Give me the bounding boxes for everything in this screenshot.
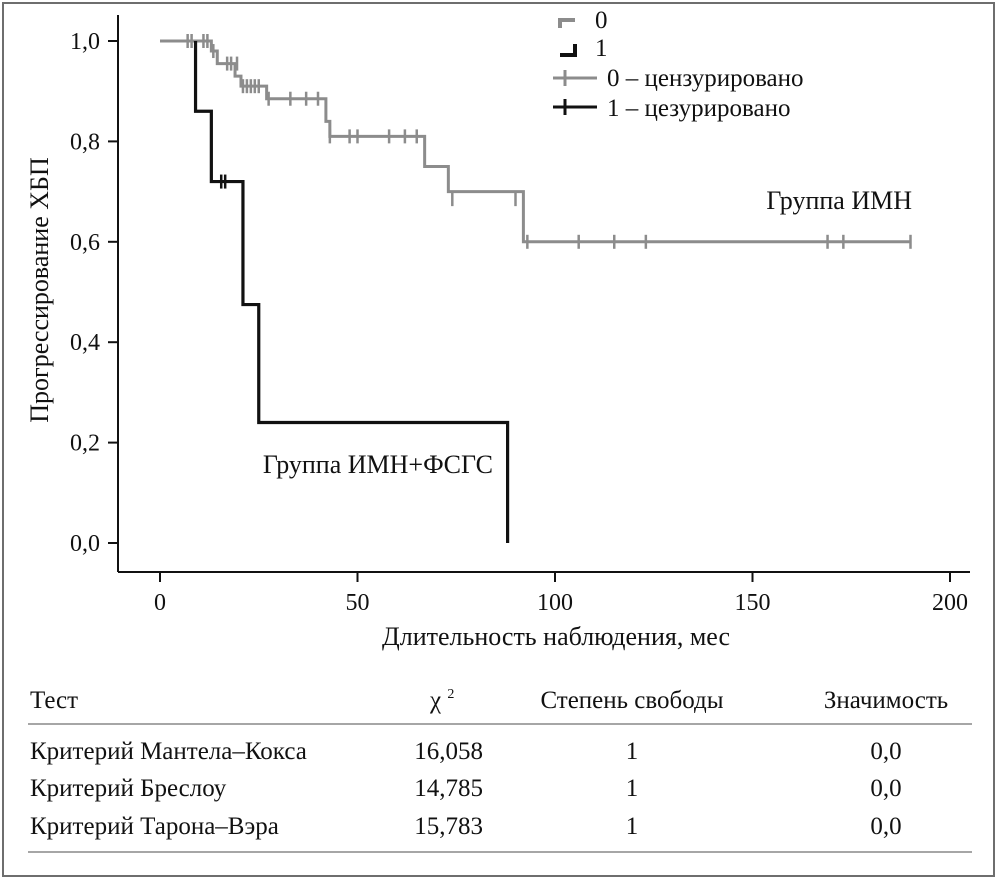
- y-tick-label: 0,4: [70, 330, 100, 356]
- legend-item-0-censored: 0 – цензурировано: [553, 65, 804, 92]
- legend-label-1-censored: 1 – цезурировано: [607, 95, 790, 122]
- row-df: 1: [626, 738, 639, 765]
- series-line-1: [193, 41, 510, 543]
- table-row: Критерий Тарона–Вэра 15,783 1 0,0: [30, 813, 902, 840]
- row-significance: 0,0: [870, 813, 901, 840]
- legend-item-1-censored: 1 – цезурировано: [553, 95, 790, 122]
- annotation-group-imn-fsgs: Группа ИМН+ФСГС: [263, 450, 493, 479]
- table-row: Критерий Мантела–Кокса 16,058 1 0,0: [30, 738, 902, 765]
- row-chi2: 15,783: [414, 813, 483, 840]
- header-chi: χ: [429, 687, 441, 714]
- row-df: 1: [626, 813, 639, 840]
- row-chi2: 14,785: [414, 775, 483, 802]
- y-ticks: 0,0 0,2 0,4 0,6 0,8 1,0: [70, 29, 118, 557]
- row-df: 1: [626, 775, 639, 802]
- x-ticks: 0 50 100 150 200: [154, 572, 968, 616]
- table-header-row: Тест χ 2 Степень свободы Значимость: [30, 687, 948, 714]
- legend-item-1: 1: [560, 35, 608, 62]
- header-chi2: χ 2: [429, 687, 454, 714]
- header-significance: Значимость: [824, 687, 948, 714]
- x-tick-label: 50: [346, 590, 370, 616]
- row-chi2: 16,058: [414, 738, 483, 765]
- legend: 0 1 0 – цензурировано 1 – цезурировано: [553, 7, 804, 122]
- legend-swatch-1: [560, 44, 577, 57]
- legend-swatch-0: [558, 18, 575, 28]
- header-chi-sup: 2: [447, 687, 454, 702]
- y-tick-label: 0,2: [70, 431, 100, 457]
- y-tick-label: 0,8: [70, 129, 100, 155]
- x-tick-label: 150: [735, 590, 771, 616]
- row-significance: 0,0: [870, 775, 901, 802]
- stats-table: Тест χ 2 Степень свободы Значимость Крит…: [28, 687, 972, 853]
- row-significance: 0,0: [870, 738, 901, 765]
- legend-label-0-censored: 0 – цензурировано: [607, 65, 804, 92]
- x-tick-label: 100: [537, 590, 573, 616]
- y-axis-title: Прогрессирование ХБП: [25, 157, 54, 423]
- y-tick-label: 0,6: [70, 230, 100, 256]
- x-tick-label: 0: [154, 590, 166, 616]
- row-test-name: Критерий Мантела–Кокса: [30, 738, 307, 765]
- x-tick-label: 200: [932, 590, 968, 616]
- legend-label-1: 1: [595, 35, 608, 62]
- series-line-0: [160, 39, 911, 244]
- legend-item-0: 0: [558, 7, 608, 34]
- header-test: Тест: [30, 687, 78, 714]
- table-row: Критерий Бреслоу 14,785 1 0,0: [30, 775, 902, 802]
- row-test-name: Критерий Бреслоу: [30, 775, 227, 802]
- row-test-name: Критерий Тарона–Вэра: [30, 813, 279, 840]
- y-tick-label: 1,0: [70, 29, 100, 55]
- y-tick-label: 0,0: [70, 531, 100, 557]
- annotation-group-imn: Группа ИМН: [766, 186, 912, 215]
- header-df: Степень свободы: [540, 687, 723, 714]
- x-axis-title: Длительность наблюдения, мес: [382, 622, 730, 651]
- legend-label-0: 0: [595, 7, 608, 34]
- series-layer: [160, 34, 912, 543]
